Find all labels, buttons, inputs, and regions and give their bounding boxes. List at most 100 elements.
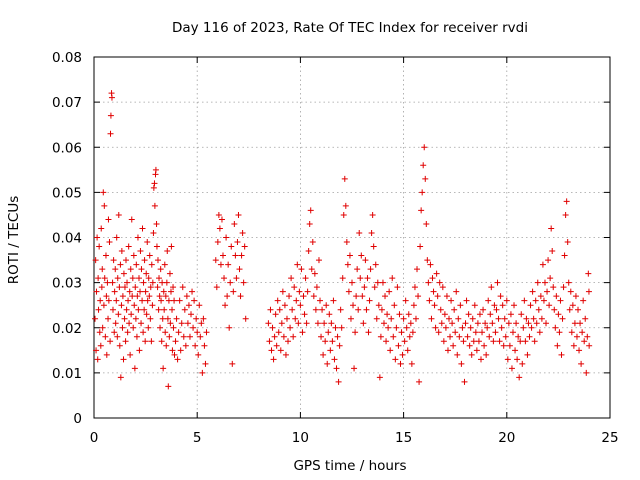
- data-point: [137, 288, 144, 295]
- data-point: [135, 306, 142, 313]
- data-point: [462, 320, 469, 327]
- data-point: [490, 338, 497, 345]
- data-point: [382, 293, 389, 300]
- data-point: [521, 297, 528, 304]
- data-point: [121, 284, 128, 291]
- data-point: [411, 284, 418, 291]
- data-point: [553, 293, 560, 300]
- data-point: [455, 315, 462, 322]
- data-point: [385, 324, 392, 331]
- data-point: [379, 279, 386, 286]
- data-point: [482, 320, 489, 327]
- data-point: [140, 279, 147, 286]
- data-point: [544, 288, 551, 295]
- data-point: [345, 288, 352, 295]
- data-point: [143, 311, 150, 318]
- data-point: [416, 378, 423, 385]
- data-point: [359, 293, 366, 300]
- data-point: [368, 229, 375, 236]
- data-point: [432, 324, 439, 331]
- data-point: [357, 275, 364, 282]
- data-point: [215, 211, 222, 218]
- data-point: [484, 324, 491, 331]
- data-point: [424, 257, 431, 264]
- data-point: [196, 302, 203, 309]
- data-point: [174, 356, 181, 363]
- data-point: [560, 284, 567, 291]
- data-point: [143, 270, 150, 277]
- data-point: [488, 284, 495, 291]
- data-point: [578, 360, 585, 367]
- data-point: [517, 338, 524, 345]
- data-point: [276, 306, 283, 313]
- data-point: [171, 351, 178, 358]
- data-point: [142, 288, 149, 295]
- data-point: [467, 324, 474, 331]
- data-point: [202, 360, 209, 367]
- data-point: [178, 320, 185, 327]
- data-point: [585, 270, 592, 277]
- data-point: [423, 220, 430, 227]
- data-point: [526, 333, 533, 340]
- data-point: [388, 315, 395, 322]
- data-point: [430, 288, 437, 295]
- data-point: [377, 333, 384, 340]
- data-point: [401, 338, 408, 345]
- data-point: [124, 329, 131, 336]
- data-point: [498, 324, 505, 331]
- data-point: [508, 365, 515, 372]
- data-point: [386, 288, 393, 295]
- data-point: [192, 342, 199, 349]
- data-point: [509, 329, 516, 336]
- data-point: [93, 288, 100, 295]
- data-point: [294, 261, 301, 268]
- data-point: [552, 324, 559, 331]
- data-point: [123, 306, 130, 313]
- data-point: [112, 266, 119, 273]
- data-point: [582, 315, 589, 322]
- data-point: [475, 338, 482, 345]
- data-point: [397, 360, 404, 367]
- data-point: [167, 320, 174, 327]
- data-point: [452, 329, 459, 336]
- data-point: [329, 338, 336, 345]
- data-point: [584, 333, 591, 340]
- data-point: [346, 252, 353, 259]
- data-point: [375, 302, 382, 309]
- data-point: [237, 293, 244, 300]
- data-point: [269, 324, 276, 331]
- data-point: [120, 356, 127, 363]
- data-point: [555, 311, 562, 318]
- data-point: [95, 306, 102, 313]
- x-tick-label: 25: [601, 430, 618, 446]
- y-axis-label: ROTI / TECUs: [6, 196, 22, 284]
- data-point: [224, 293, 231, 300]
- data-point: [468, 351, 475, 358]
- data-point: [181, 306, 188, 313]
- data-point: [117, 261, 124, 268]
- data-point: [157, 266, 164, 273]
- data-point: [565, 279, 572, 286]
- data-point: [98, 284, 105, 291]
- data-point: [400, 315, 407, 322]
- data-point: [535, 306, 542, 313]
- data-point: [393, 324, 400, 331]
- data-point: [364, 275, 371, 282]
- data-point: [435, 329, 442, 336]
- data-point: [514, 356, 521, 363]
- data-point: [95, 275, 102, 282]
- data-point: [493, 306, 500, 313]
- data-point: [139, 297, 146, 304]
- data-point: [515, 333, 522, 340]
- data-point: [367, 266, 374, 273]
- data-point: [144, 297, 151, 304]
- data-point: [293, 297, 300, 304]
- data-point: [339, 275, 346, 282]
- data-point: [236, 266, 243, 273]
- data-point: [422, 175, 429, 182]
- data-point: [566, 306, 573, 313]
- data-point: [274, 297, 281, 304]
- data-point: [221, 275, 228, 282]
- data-point: [106, 239, 113, 246]
